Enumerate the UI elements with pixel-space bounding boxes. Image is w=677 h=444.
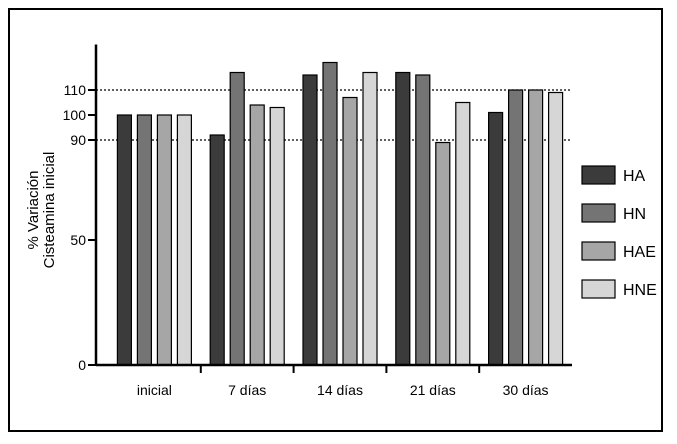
y-axis-title-line2: Cisteamina inicial [41,152,58,269]
bar-hae-1 [249,104,265,366]
bar-hne-4 [547,91,564,366]
legend-swatch-hn [581,203,616,223]
bar-hne-3 [455,101,471,366]
legend-swatch-hae [581,241,616,261]
x-tick-label: inicial [137,382,172,398]
legend-label-hn: HN [623,206,646,223]
bar-ha-2 [302,74,318,366]
y-tick-label: 100 [63,107,87,123]
bar-hn-4 [508,89,524,366]
bar-hae-0 [156,114,172,366]
x-tick-label: 30 días [503,382,549,398]
x-tick-label: 14 días [317,382,363,398]
bar-hn-0 [136,114,152,366]
bar-hne-2 [362,71,378,366]
y-axis-title: % Variación Cisteamina inicial [25,152,58,269]
bar-hn-3 [415,74,431,366]
y-tick-label: 0 [78,357,86,373]
legend-label-hne: HNE [623,282,657,299]
legend-label-hae: HAE [623,244,656,261]
x-tick-label: 7 días [228,382,266,398]
y-axis-title-line1: % Variación [25,171,42,250]
legend-swatch-hne [581,279,616,299]
bar-ha-0 [116,114,133,366]
bar-ha-3 [395,71,411,366]
bar-hae-2 [342,96,358,366]
bar-hae-3 [435,141,451,366]
bar-ha-4 [488,111,504,366]
bar-hne-0 [176,114,192,366]
x-tick-label: 21 días [410,382,456,398]
bar-ha-1 [209,134,225,366]
bar-hn-1 [229,71,245,366]
bar-hne-1 [269,106,285,366]
bar-hn-2 [322,61,338,366]
y-tick-label: 50 [70,232,86,248]
bar-hae-4 [527,89,544,366]
y-tick-label: 90 [70,132,86,148]
legend-label-ha: HA [623,168,646,185]
y-tick-label: 110 [64,82,87,98]
legend-swatch-ha [581,165,616,185]
